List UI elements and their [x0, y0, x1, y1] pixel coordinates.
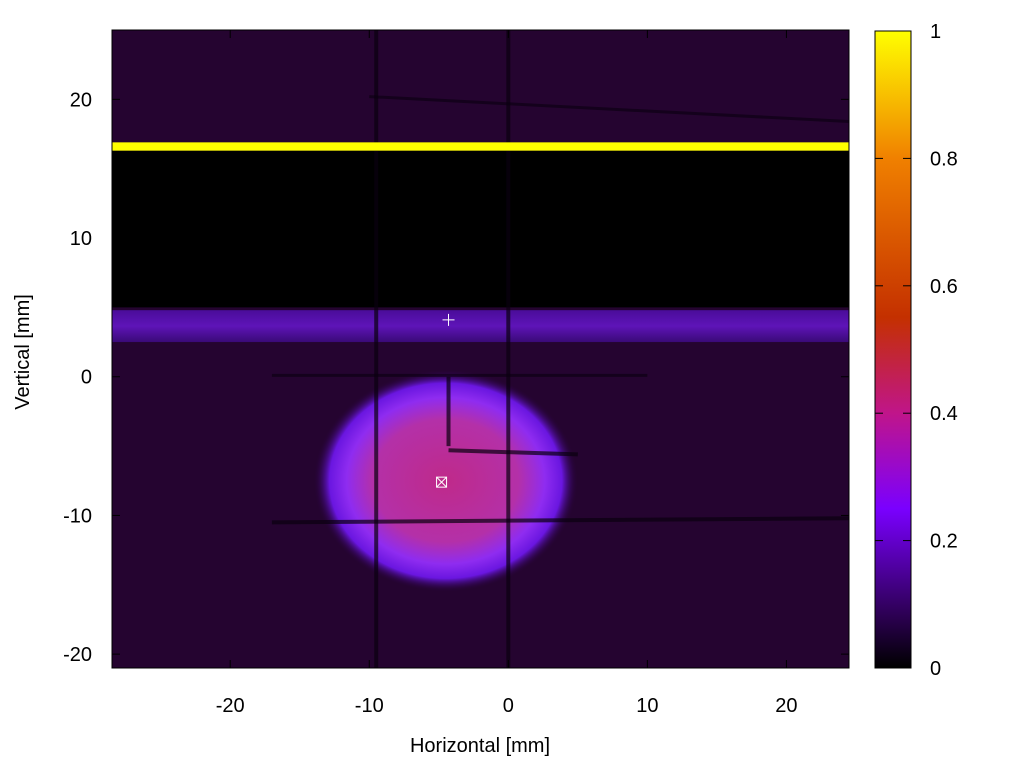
y-tick-label: 0	[81, 367, 92, 389]
y-tick-label: 20	[70, 89, 92, 111]
shadow-line-h	[369, 95, 849, 124]
y-axis-title: Vertical [mm]	[12, 294, 34, 410]
x-axis-title: Horizontal [mm]	[410, 735, 550, 757]
shadow-line-h	[271, 516, 849, 525]
colorbar-tick-label: 0.2	[930, 531, 958, 553]
x-tick-label: 0	[503, 695, 514, 717]
x-axis: -20 -10 0 10 20	[216, 30, 798, 717]
x-tick-label: 20	[775, 695, 797, 717]
y-tick-label: -10	[63, 505, 92, 527]
colorbar-tick-label: 0	[930, 658, 941, 680]
colorbar-gradient	[874, 30, 912, 669]
x-tick-label: 10	[636, 695, 658, 717]
plot-area	[111, 29, 850, 669]
shadow-line-h	[448, 448, 578, 457]
mid-band	[112, 310, 849, 343]
y-tick-label: -20	[63, 644, 92, 666]
y-tick-label: 10	[70, 228, 92, 250]
dark-region	[112, 150, 849, 308]
plot-frame	[111, 29, 850, 669]
shadow-lines	[271, 30, 849, 668]
colorbar-tick-label: 0.6	[930, 276, 958, 298]
plus-marker	[442, 313, 455, 326]
bright-line	[112, 142, 849, 151]
colorbar-tick-label: 0.4	[930, 403, 958, 425]
x-tick-label: -10	[355, 695, 384, 717]
beam-spot	[313, 369, 578, 592]
colorbar-tick-label: 0.8	[930, 148, 958, 170]
colorbar-tick-label: 1	[930, 21, 941, 43]
colorbar: 0 0.2 0.4 0.6 0.8 1	[874, 21, 958, 680]
x-tick-label: -20	[216, 695, 245, 717]
box-x-marker	[436, 476, 448, 488]
y-axis: -20 -10 0 10 20	[63, 89, 849, 666]
